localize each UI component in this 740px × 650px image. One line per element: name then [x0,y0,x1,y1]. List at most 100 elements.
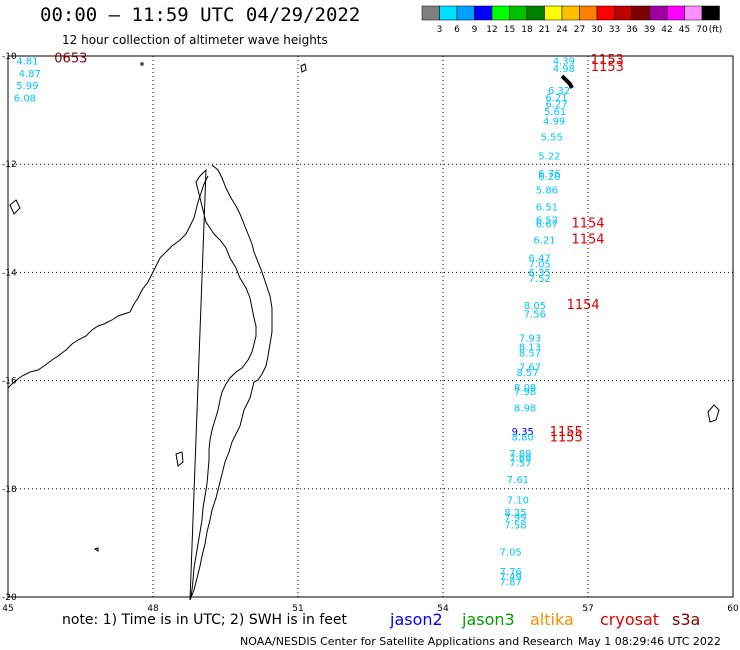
lon-tick-label: 60 [727,604,739,614]
wave-height-label: 6.20 [538,172,560,183]
legend-tick-label: 70 [696,25,708,35]
wave-height-label: 7.89 [509,449,531,460]
wave-height-label: 7.61 [507,475,529,486]
lat-tick-label: -10 [2,52,17,62]
legend-tick-label: 27 [574,25,585,35]
wave-height-label: 5.61 [544,107,566,118]
lat-tick-label: -12 [2,160,17,170]
wave-height-label: 7.49 [500,572,522,583]
satellite-s3a: s3a [672,610,701,629]
wave-height-label: 6.32 [548,86,570,97]
legend-tick-label: 24 [556,25,568,35]
wave-height-label: 7.52 [529,274,551,285]
wave-height-label: 6.52 [536,215,558,226]
legend-swatch [474,5,493,21]
page-title: 00:00 – 11:59 UTC 04/29/2022 [40,4,361,26]
wave-height-label: 7.58 [504,521,526,532]
pass-time-label: 1155 [550,425,583,440]
wave-height-label: 7.10 [507,496,529,507]
wave-height-label: 7.76 [500,567,522,578]
wave-height-label: 6.47 [529,253,551,264]
wave-height-label: 6.21 [533,235,555,246]
satellite-track-marker [560,74,574,89]
pass-time-label: 1153 [591,53,624,68]
pass-time-label: 1154 [571,232,604,247]
legend-tick-label: 12 [486,25,497,35]
satellite-jason2: jason2 [390,610,443,629]
page-subtitle: 12 hour collection of altimeter wave hei… [62,33,328,47]
wave-height-label: 7.57 [509,458,531,469]
lon-tick-label: 45 [2,604,13,614]
legend-swatch [596,5,615,21]
mayotte-island [300,63,307,73]
lon-tick-label: 48 [147,604,159,614]
wave-height-label: 7.67 [519,363,541,374]
legend-swatch [631,5,650,21]
wave-height-label: 6.27 [545,100,567,111]
madagascar-coastline [7,62,720,601]
legend-tick-label: 3 [437,25,443,35]
wave-height-label: 6.51 [536,202,558,213]
satellite-cryosat: cryosat [600,610,660,629]
legend-tick-label: 9 [472,25,478,35]
footer-note: note: 1) Time is in UTC; 2) SWH is in fe… [62,612,348,628]
legend-swatch [684,5,703,21]
pass-time-label: 0653 [54,52,87,67]
wave-height-label: 6.21 [545,93,567,104]
wave-height-label: 8.35 [504,508,526,519]
wave-height-label: 6.76 [538,169,560,180]
lat-tick-label: -18 [2,485,17,495]
small-island-1 [175,451,184,467]
pass-time-label: 1154 [571,217,604,232]
wave-height-label: 7.69 [509,453,531,464]
small-island-3 [93,547,99,552]
wave-height-label: 4.39 [553,56,575,67]
legend-tick-label: 39 [644,25,656,35]
legend-swatch [701,5,720,21]
legend-tick-label: 30 [591,25,603,35]
wave-height-label: 5.22 [538,152,560,163]
wave-height-label: 7.56 [524,310,546,321]
legend-swatch [526,5,545,21]
wave-height-label: 9.35 [512,427,534,438]
legend-tick-label: 18 [521,25,533,35]
wave-height-label: 8.98 [514,404,536,415]
footer-credit: NOAA/NESDIS Center for Satellite Applica… [240,635,574,648]
legend-swatch [579,5,598,21]
wave-height-label: 7.87 [500,577,522,588]
legend-tick-label: 6 [454,25,460,35]
legend-swatch [491,5,510,21]
wave-height-label: 4.87 [19,69,41,80]
legend-swatch [561,5,580,21]
legend-swatch [544,5,563,21]
legend-swatch [456,5,475,21]
footer-timestamp: May 1 08:29:46 UTC 2022 [578,635,721,648]
satellite-jason3: jason3 [462,610,515,629]
legend-tick-label: 15 [504,25,515,35]
legend-tick-label: 42 [661,25,672,35]
pass-time-label: 1153 [591,60,624,75]
wave-height-label: 4.81 [16,56,38,67]
wave-height-label: 7.05 [529,260,551,271]
comoros-island [9,199,21,215]
wave-height-label: 7.99 [504,513,526,524]
small-island-2 [140,62,144,66]
legend-swatch [614,5,633,21]
map-frame [7,55,734,598]
madagascar-outline [189,164,273,601]
wave-height-label: 6.08 [14,94,36,105]
wave-height-label: 7.98 [514,387,536,398]
legend-tick-label: 33 [609,25,620,35]
legend-swatch [439,5,458,21]
wave-height-label: 5.55 [541,133,563,144]
legend-tick-label: 45 [679,25,690,35]
wave-height-label: 8.05 [524,301,546,312]
wave-height-label: 8.80 [512,432,534,443]
legend-unit: (ft) [709,25,723,35]
lat-tick-label: -14 [2,268,17,278]
wave-height-label: 8.08 [514,383,536,394]
wave-height-label: 8.57 [516,368,538,379]
lat-lon-grid [7,55,734,598]
